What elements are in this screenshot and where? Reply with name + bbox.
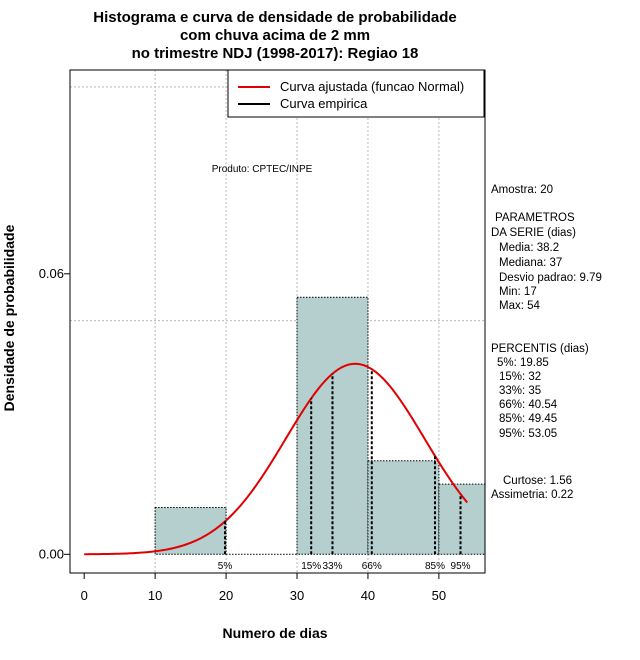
stat-max: Max: 54 bbox=[499, 300, 541, 312]
stat-median: Mediana: 37 bbox=[499, 257, 562, 269]
chart-title-line-2: com chuva acima de 2 mm bbox=[180, 27, 370, 44]
legend-label-fitted: Curva ajustada (funcao Normal) bbox=[280, 79, 464, 94]
percentile-label-1: 15% bbox=[301, 561, 321, 572]
stat-p15: 15%: 32 bbox=[499, 371, 541, 383]
params-title-2: DA SERIE (dias) bbox=[491, 227, 576, 239]
x-axis-label: Numero de dias bbox=[222, 625, 327, 641]
stat-skewness: Assimetria: 0.22 bbox=[491, 489, 573, 501]
stat-mean: Media: 38.2 bbox=[499, 242, 559, 254]
x-tick-label-5: 50 bbox=[432, 588, 446, 603]
stat-sd: Desvio padrao: 9.79 bbox=[499, 272, 602, 284]
histogram-bar-3 bbox=[367, 460, 440, 555]
stat-p95: 95%: 53.05 bbox=[499, 428, 557, 440]
chart-title-line-1: Histograma e curva de densidade de proba… bbox=[93, 9, 456, 26]
stat-p33: 33%: 35 bbox=[499, 385, 541, 397]
legend-box bbox=[227, 69, 485, 118]
y-tick-label-0: 0.00 bbox=[39, 546, 64, 561]
percentile-label-2: 33% bbox=[322, 561, 342, 572]
x-tick-label-2: 20 bbox=[219, 588, 233, 603]
x-tick-label-3: 30 bbox=[290, 588, 304, 603]
sample-size: Amostra: 20 bbox=[491, 184, 553, 196]
stat-p66: 66%: 40.54 bbox=[499, 399, 558, 411]
percentiles-title: PERCENTIS (dias) bbox=[491, 343, 589, 355]
x-tick-label-0: 0 bbox=[81, 588, 88, 603]
histogram-bar-0 bbox=[154, 507, 227, 555]
y-tick-label-1: 0.06 bbox=[39, 266, 64, 281]
product-annotation: Produto: CPTEC/INPE bbox=[212, 164, 313, 175]
percentile-markers: 5% 15% 33% 66% 85% 95% bbox=[218, 369, 471, 572]
stat-p5: 5%: 19.85 bbox=[497, 357, 549, 369]
percentile-label-3: 66% bbox=[362, 561, 382, 572]
stat-p85: 85%: 49.45 bbox=[499, 413, 557, 425]
stats-panel: Amostra: 20 PARAMETROS DA SERIE (dias) M… bbox=[491, 184, 602, 501]
histogram-bar-2 bbox=[296, 296, 369, 555]
legend-label-empirical: Curva empirica bbox=[280, 96, 368, 111]
normal-curve bbox=[84, 362, 469, 556]
stat-min: Min: 17 bbox=[499, 286, 537, 298]
x-tick-label-4: 40 bbox=[361, 588, 375, 603]
legend: Curva ajustada (funcao Normal) Curva emp… bbox=[227, 69, 485, 118]
params-title-1: PARAMETROS bbox=[495, 212, 575, 224]
x-axis: 0 10 20 30 40 50 bbox=[81, 572, 446, 603]
percentile-label-4: 85% bbox=[425, 561, 445, 572]
y-axis-label: Densidade de probabilidade bbox=[1, 224, 17, 411]
chart-title-line-3: no trimestre NDJ (1998-2017): Regiao 18 bbox=[132, 45, 419, 62]
percentile-label-5: 95% bbox=[451, 561, 471, 572]
percentile-label-0: 5% bbox=[218, 561, 233, 572]
stat-kurtosis: Curtose: 1.56 bbox=[503, 475, 572, 487]
y-axis: 0.00 0.06 bbox=[39, 266, 71, 561]
x-tick-label-1: 10 bbox=[148, 588, 162, 603]
histogram-bars bbox=[154, 296, 486, 555]
